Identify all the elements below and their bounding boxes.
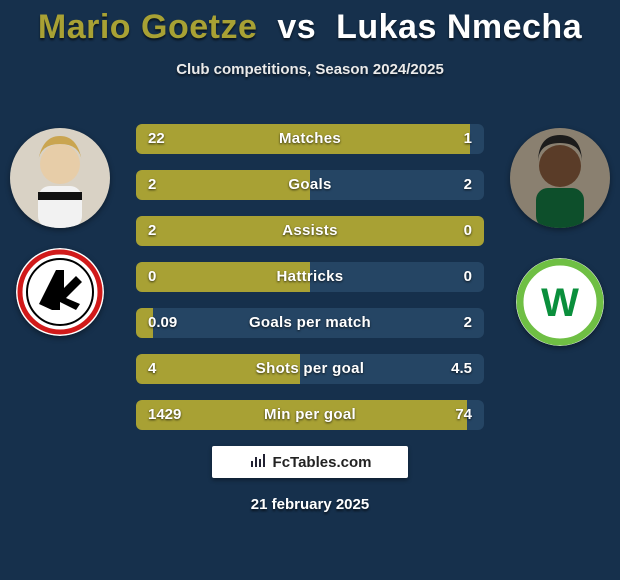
player1-club-logo bbox=[16, 248, 104, 336]
player1-avatar bbox=[10, 128, 110, 228]
stat-value-right: 2 bbox=[464, 170, 472, 200]
player1-name: Mario Goetze bbox=[38, 8, 257, 46]
stat-row: 4 Shots per goal 4.5 bbox=[136, 354, 484, 384]
source-text: FcTables.com bbox=[273, 454, 372, 471]
stat-row: 22 Matches 1 bbox=[136, 124, 484, 154]
stat-row: 0 Hattricks 0 bbox=[136, 262, 484, 292]
stat-row: 2 Goals 2 bbox=[136, 170, 484, 200]
player2-club-logo: W bbox=[516, 258, 604, 346]
stat-label: Matches bbox=[136, 124, 484, 154]
stat-value-right: 1 bbox=[464, 124, 472, 154]
stat-value-right: 4.5 bbox=[451, 354, 472, 384]
stat-label: Shots per goal bbox=[136, 354, 484, 384]
player2-name: Lukas Nmecha bbox=[336, 8, 582, 46]
stat-label: Hattricks bbox=[136, 262, 484, 292]
stat-value-right: 74 bbox=[455, 400, 472, 430]
stat-label: Goals per match bbox=[136, 308, 484, 338]
stats-container: 22 Matches 1 2 Goals 2 2 Assists 0 0 Hat… bbox=[136, 124, 484, 446]
stat-value-right: 2 bbox=[464, 308, 472, 338]
vs-separator: vs bbox=[277, 8, 316, 46]
player2-avatar bbox=[510, 128, 610, 228]
source-badge: FcTables.com bbox=[212, 446, 408, 478]
chart-icon bbox=[249, 451, 267, 474]
stat-label: Goals bbox=[136, 170, 484, 200]
stat-row: 1429 Min per goal 74 bbox=[136, 400, 484, 430]
subtitle: Club competitions, Season 2024/2025 bbox=[0, 61, 620, 78]
svg-text:W: W bbox=[541, 281, 579, 325]
stat-row: 0.09 Goals per match 2 bbox=[136, 308, 484, 338]
stat-value-right: 0 bbox=[464, 216, 472, 246]
stat-label: Min per goal bbox=[136, 400, 484, 430]
comparison-title: Mario Goetze vs Lukas Nmecha bbox=[0, 0, 620, 47]
stat-label: Assists bbox=[136, 216, 484, 246]
footer-date: 21 february 2025 bbox=[0, 496, 620, 513]
stat-value-right: 0 bbox=[464, 262, 472, 292]
stat-row: 2 Assists 0 bbox=[136, 216, 484, 246]
